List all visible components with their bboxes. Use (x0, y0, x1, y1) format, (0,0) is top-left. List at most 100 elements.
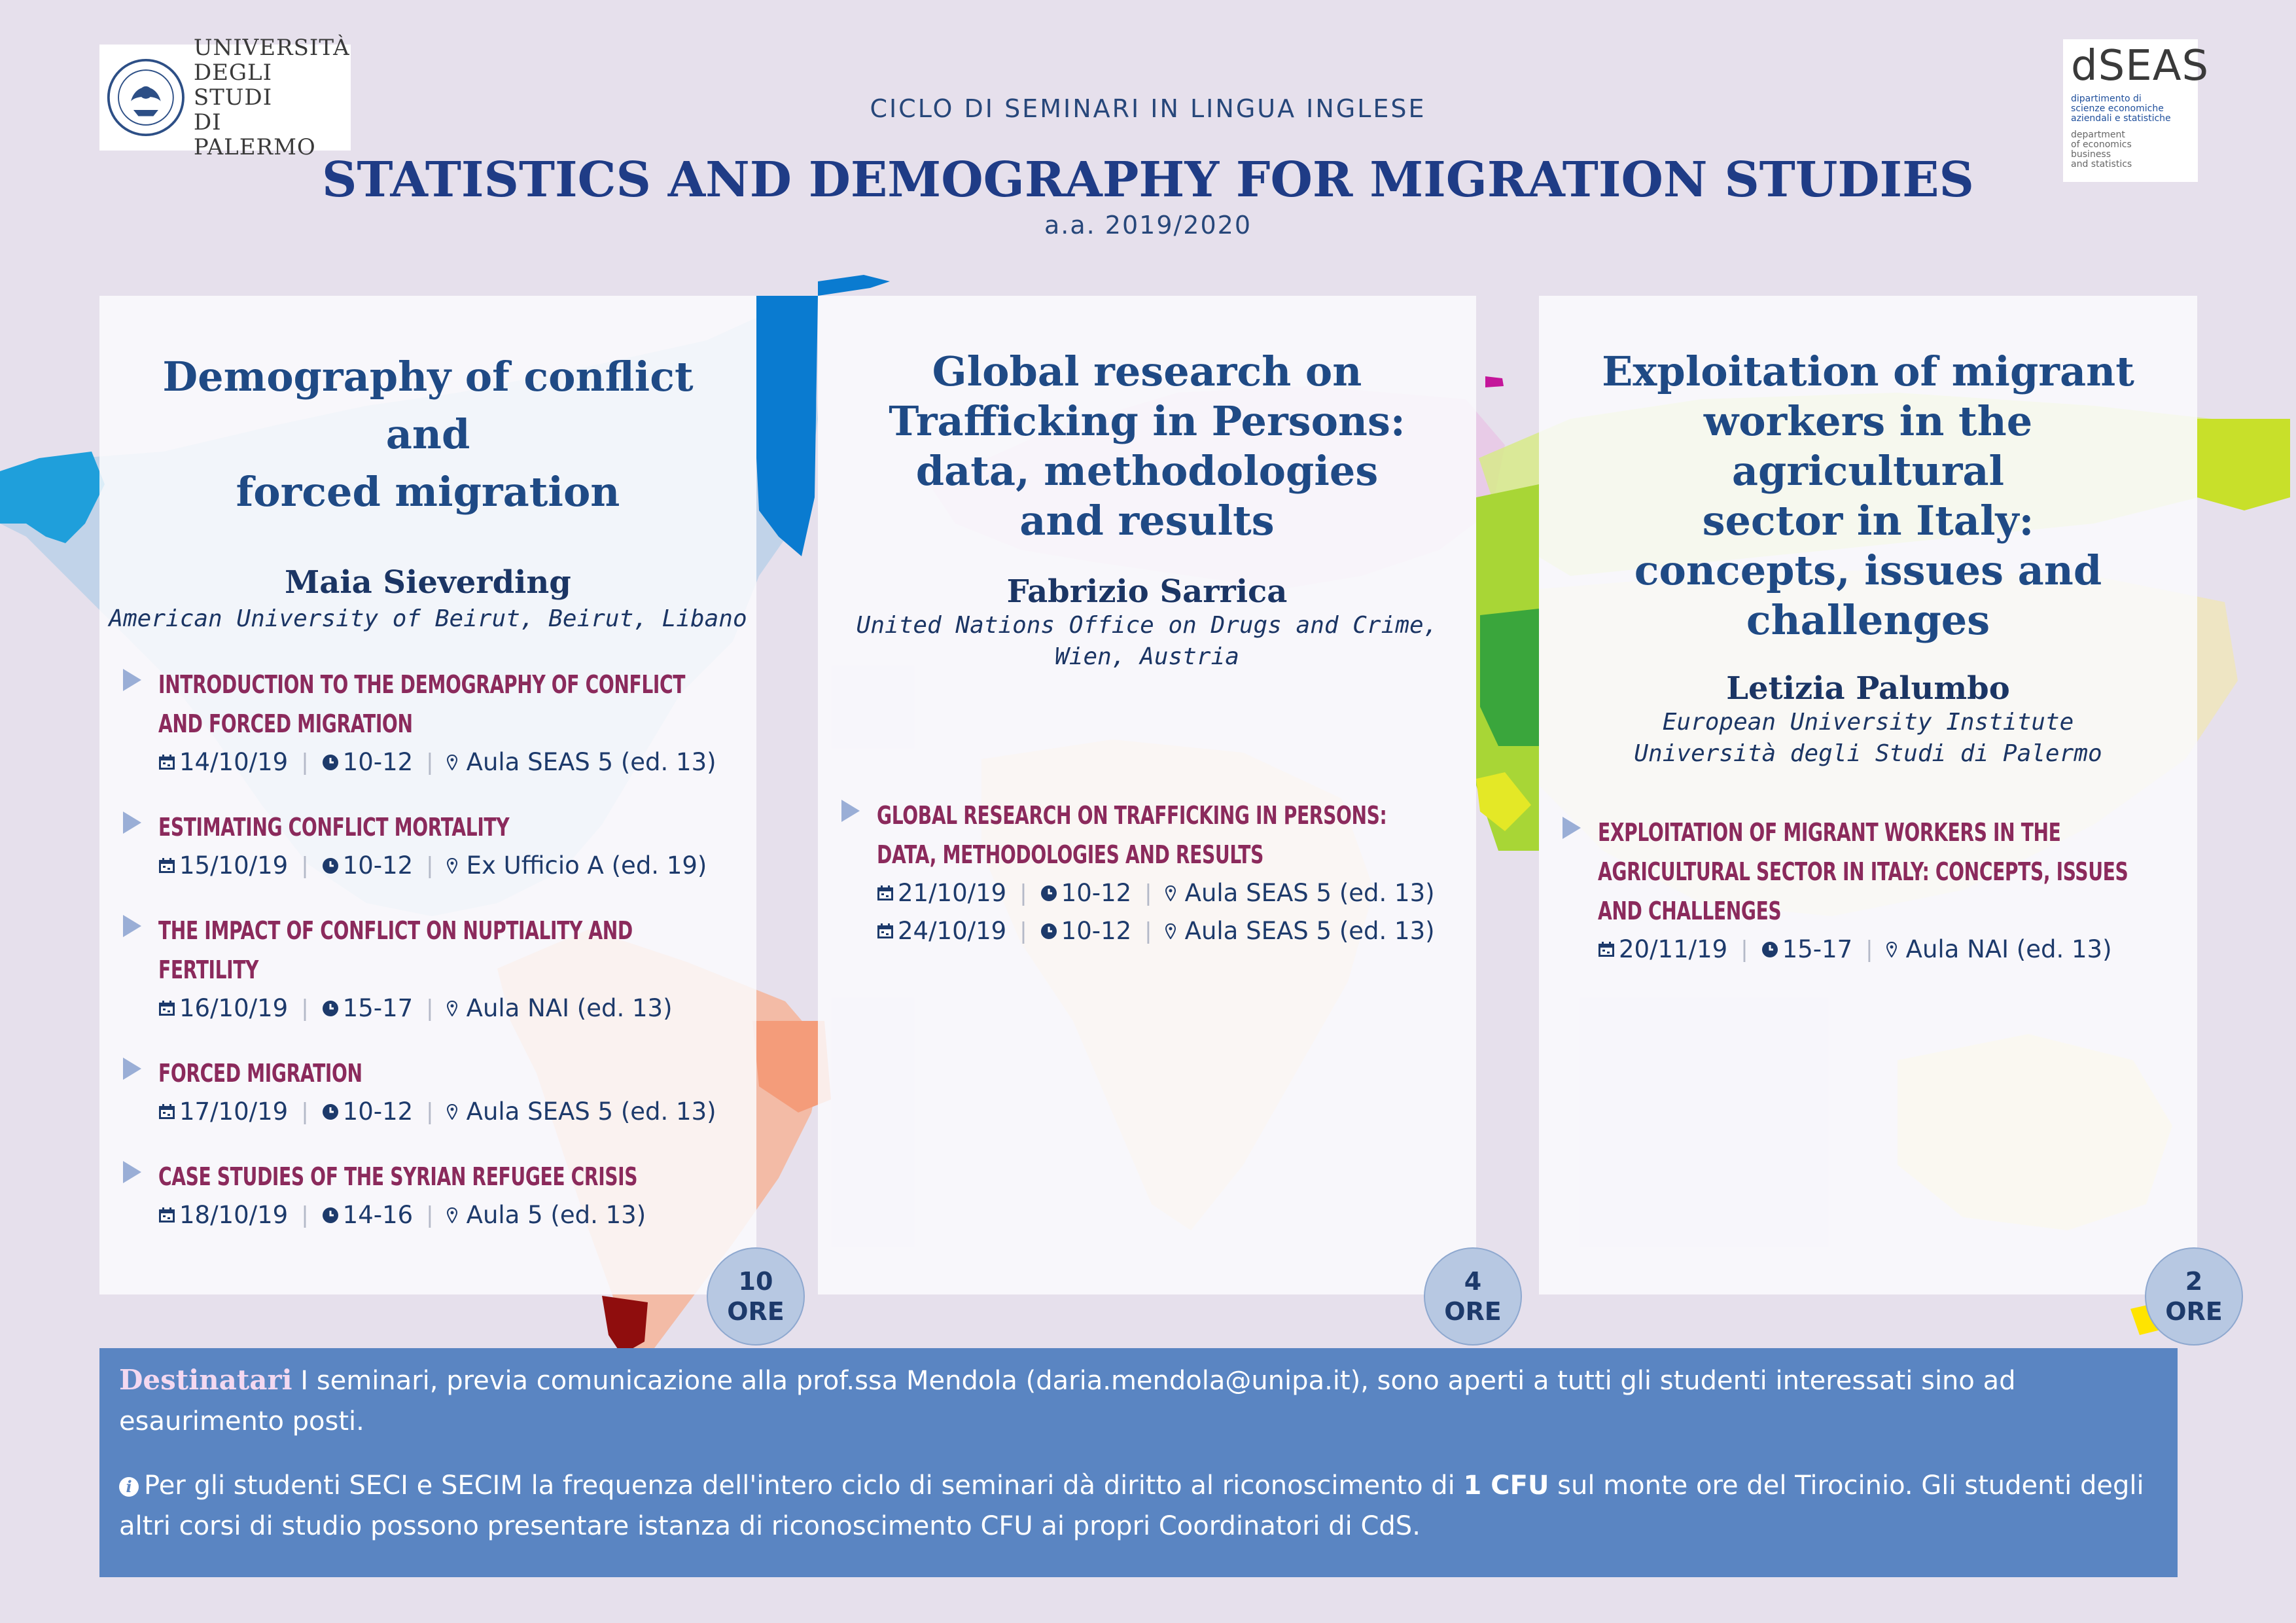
speaker-name: Fabrizio Sarrica (1006, 573, 1288, 610)
calendar-icon (877, 923, 893, 938)
session-time: 10-12 (342, 748, 414, 776)
seminar-card-demography: Demography of conflict and forced migrat… (99, 296, 756, 1294)
calendar-icon (877, 885, 893, 901)
location-pin-icon (446, 1207, 457, 1223)
map-brazil-east (752, 1021, 831, 1113)
speaker-name: Letizia Palumbo (1726, 670, 2010, 707)
location-pin-icon (446, 1104, 457, 1120)
affiliation-line: Wien, Austria (1055, 643, 1239, 670)
info-icon: i (119, 1477, 139, 1497)
session-date: 15/10/19 (179, 851, 289, 880)
session-title: Forced migration (158, 1059, 362, 1088)
session-room: Aula NAI (ed. 13) (1905, 935, 2112, 963)
separator: | (426, 1099, 434, 1125)
session-item: Introduction to the demography of confli… (99, 665, 756, 781)
card-title-line: Demography of conflict and (162, 353, 694, 458)
department-it-line: aziendali e statistiche (2071, 113, 2171, 124)
play-bullet-icon (841, 800, 860, 822)
session-date: 18/10/19 (179, 1201, 289, 1229)
session-meta: 14/10/19 | 10-12 | Aula SEAS 5 (ed. 13) (158, 743, 756, 781)
session-title: Case studies of the Syrian refugee crisi… (158, 1162, 638, 1191)
card-title-line: Global research on (932, 348, 1362, 395)
session-title: The impact of conflict on nuptiality and… (158, 916, 633, 984)
session-date: 20/11/19 (1619, 935, 1728, 963)
hours-number: 4 (1464, 1267, 1482, 1296)
play-bullet-icon (123, 1161, 141, 1183)
card-title-line: Exploitation of migrant (1602, 348, 2134, 395)
separator: | (1144, 918, 1152, 944)
department-it-line: dipartimento di (2071, 94, 2142, 104)
session-meta: 21/10/19 | 10-12 | Aula SEAS 5 (ed. 13) (877, 874, 1476, 912)
separator: | (426, 749, 434, 776)
card-title: Demography of conflict and forced migrat… (120, 348, 735, 521)
map-central-asia-dark (1480, 609, 1539, 746)
separator: | (426, 995, 434, 1022)
seminar-card-exploitation: Exploitation of migrant workers in the a… (1539, 296, 2197, 1294)
calendar-icon (159, 1104, 175, 1119)
map-atlantic-island (1485, 376, 1504, 387)
separator: | (1144, 880, 1152, 906)
hours-number: 2 (2185, 1267, 2203, 1296)
session-title: Global research on trafficking in person… (877, 801, 1387, 869)
seminar-card-trafficking: Global research on Trafficking in Person… (818, 296, 1476, 1294)
play-bullet-icon (123, 669, 141, 691)
session-room: Aula NAI (ed. 13) (466, 994, 673, 1022)
hours-unit: ORE (1444, 1297, 1502, 1326)
location-pin-icon (446, 1001, 457, 1016)
session-time: 10-12 (342, 851, 414, 880)
separator: | (426, 1202, 434, 1228)
academic-year: a.a. 2019/2020 (1044, 211, 1252, 240)
session-item: Exploitation of migrant workers in the a… (1539, 813, 2197, 969)
university-name-line: UNIVERSITÀ (193, 35, 350, 61)
department-name-english: department of economics business and sta… (2071, 130, 2190, 169)
session-time: 15-17 (1782, 935, 1853, 963)
card-title-line: data, methodologies (915, 447, 1379, 495)
session-item: Case studies of the Syrian refugee crisi… (99, 1157, 756, 1234)
session-room: Aula 5 (ed. 13) (466, 1201, 646, 1229)
audience-lead: Destinatari (119, 1364, 292, 1396)
separator: | (301, 1202, 309, 1228)
session-meta: 17/10/19 | 10-12 | Aula SEAS 5 (ed. 13) (158, 1093, 756, 1131)
university-name-line: DEGLI STUDI (193, 60, 273, 111)
credits-paragraph: i Per gli studenti SECI e SECIM la freque… (119, 1465, 2158, 1546)
audience-info-box: Destinatari I seminari, previa comunicaz… (99, 1348, 2178, 1577)
session-item: The impact of conflict on nuptiality and… (99, 911, 756, 1027)
session-list: Introduction to the demography of confli… (99, 665, 756, 1260)
clock-icon (1761, 942, 1778, 957)
session-item: Estimating conflict mortality 15/10/19 |… (99, 808, 756, 885)
play-bullet-icon (123, 915, 141, 937)
series-label: CICLO DI SEMINARI IN LINGUA INGLESE (870, 94, 1426, 123)
separator: | (301, 995, 309, 1022)
session-date: 16/10/19 (179, 994, 289, 1022)
university-logo: UNIVERSITÀ DEGLI STUDI DI PALERMO (99, 35, 351, 160)
speaker-affiliation: United Nations Office on Drugs and Crime… (818, 610, 1476, 673)
audience-text: I seminari, previa comunicazione alla pr… (119, 1366, 2016, 1436)
location-pin-icon (446, 755, 457, 770)
session-meta: 24/10/19 | 10-12 | Aula SEAS 5 (ed. 13) (877, 912, 1476, 950)
credits-amount: 1 CFU (1463, 1471, 1549, 1501)
hours-badge: 2 ORE (2145, 1247, 2243, 1346)
session-meta: 20/11/19 | 15-17 | Aula NAI (ed. 13) (1598, 931, 2197, 969)
university-seal-icon (107, 58, 185, 137)
session-date: 17/10/19 (179, 1097, 289, 1126)
session-room: Aula SEAS 5 (ed. 13) (466, 1097, 716, 1126)
location-pin-icon (1165, 885, 1176, 901)
hours-unit: ORE (727, 1297, 785, 1326)
play-bullet-icon (123, 812, 141, 834)
session-time: 10-12 (342, 1097, 414, 1126)
department-en-line: department (2071, 130, 2125, 140)
card-title-line: sector in Italy: (1702, 497, 2034, 544)
clock-icon (322, 1001, 338, 1016)
separator: | (1740, 936, 1748, 963)
separator: | (1019, 880, 1027, 906)
hours-badge: 10 ORE (707, 1247, 805, 1346)
card-title: Global research on Trafficking in Person… (839, 347, 1455, 546)
audience-paragraph: Destinatari I seminari, previa comunicaz… (119, 1360, 2158, 1442)
location-pin-icon (1886, 942, 1897, 957)
clock-icon (322, 1104, 338, 1120)
session-room: Aula SEAS 5 (ed. 13) (466, 748, 716, 776)
speaker-affiliation: American University of Beirut, Beirut, L… (99, 603, 756, 635)
map-far-east (2197, 419, 2290, 510)
session-meta: 18/10/19 | 14-16 | Aula 5 (ed. 13) (158, 1196, 756, 1234)
separator: | (301, 1099, 309, 1125)
